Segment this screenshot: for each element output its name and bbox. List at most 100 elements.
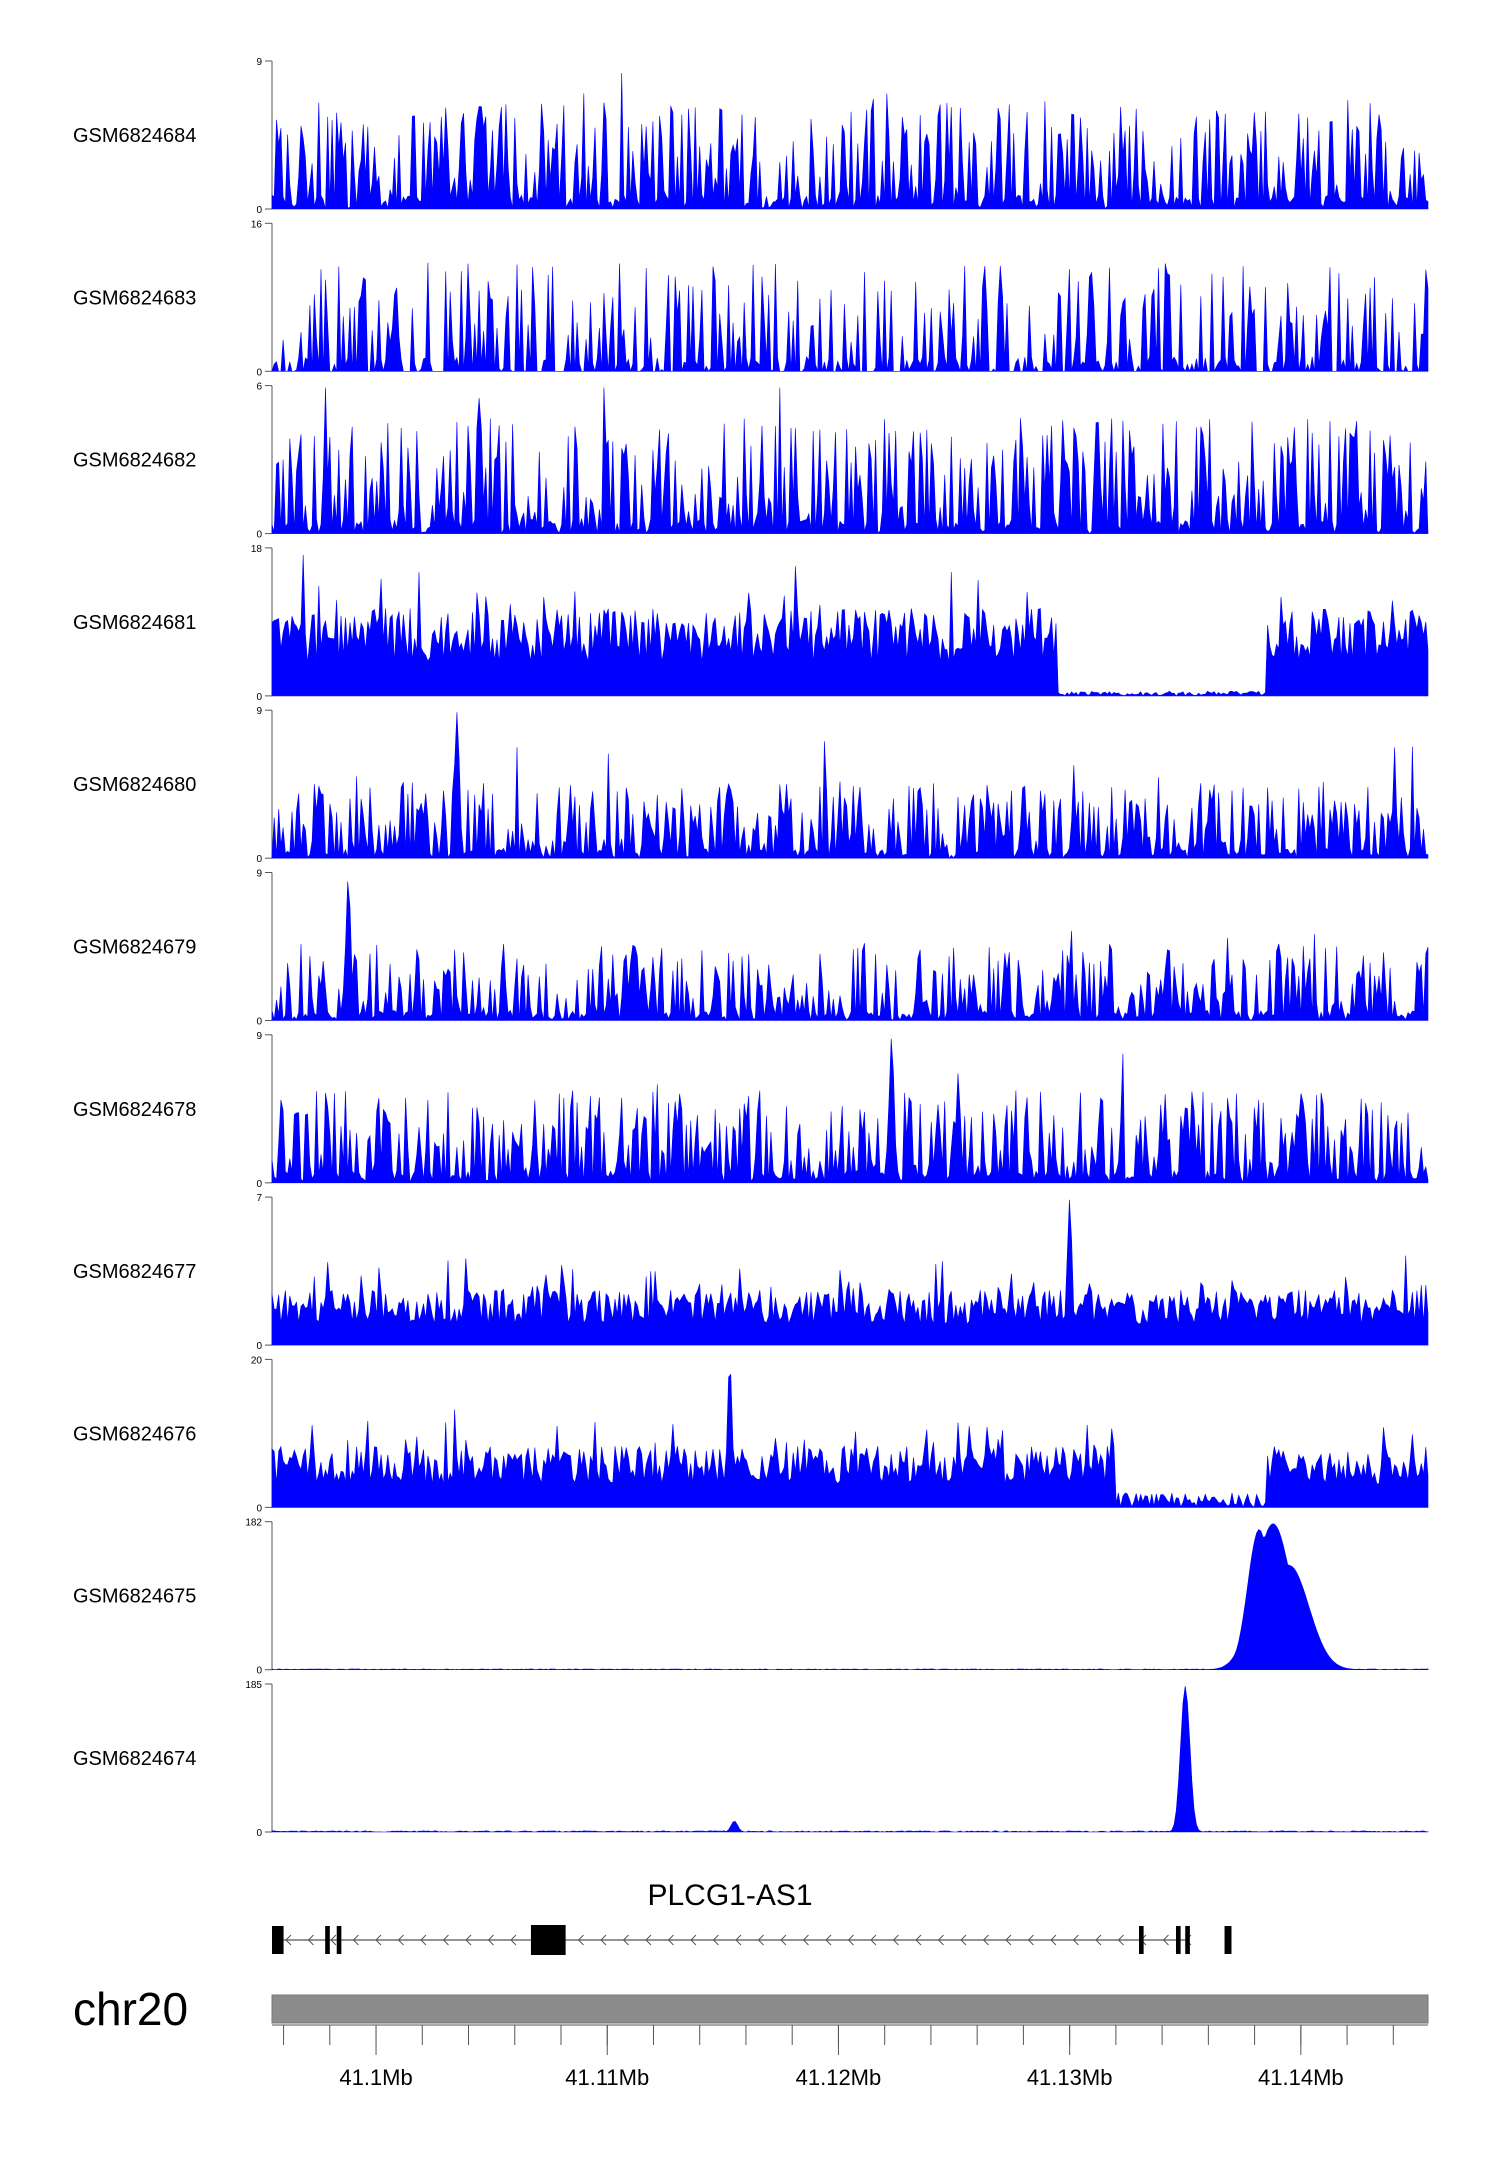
strand-arrow: [735, 1934, 742, 1946]
y-zero-label: 0: [256, 205, 262, 216]
x-tick-label: 41.14Mb: [1258, 2065, 1344, 2090]
y-max-label: 182: [245, 1518, 262, 1529]
track-label: GSM6824683: [73, 287, 196, 309]
coverage-area: [271, 262, 1429, 373]
chromosome-bar: [271, 1994, 1429, 2024]
track-GSM6824681: GSM6824681 18 0: [73, 544, 1429, 703]
track-GSM6824679: GSM6824679 9 0: [73, 869, 1429, 1028]
track-GSM6824683: GSM6824683 16 0: [73, 219, 1429, 378]
strand-arrow: [330, 1934, 337, 1946]
y-zero-label: 0: [256, 1179, 262, 1190]
y-zero-label: 0: [256, 367, 262, 378]
y-zero-label: 0: [256, 854, 262, 865]
strand-arrow: [1162, 1934, 1169, 1946]
track-label: GSM6824682: [73, 450, 196, 472]
strand-arrow: [622, 1934, 629, 1946]
strand-arrow: [1005, 1934, 1012, 1946]
y-zero-label: 0: [256, 1503, 262, 1514]
track-label: GSM6824681: [73, 612, 196, 634]
x-tick-label: 41.13Mb: [1027, 2065, 1113, 2090]
track-label: GSM6824675: [73, 1586, 196, 1608]
exon-block: [1175, 1926, 1181, 1954]
x-axis: 41.1Mb 41.11Mb 41.12Mb 41.13Mb 41.14Mb: [272, 2024, 1428, 2090]
strand-arrow: [870, 1934, 877, 1946]
strand-arrow: [757, 1934, 764, 1946]
y-max-label: 9: [256, 57, 262, 68]
gene-name-label: PLCG1-AS1: [647, 1879, 812, 1912]
strand-arrow: [577, 1934, 584, 1946]
strand-arrow: [1027, 1934, 1034, 1946]
strand-arrow: [1117, 1934, 1124, 1946]
y-max-label: 9: [256, 869, 262, 880]
exon-block: [1139, 1926, 1144, 1954]
track-GSM6824684: GSM6824684 9 0: [73, 57, 1429, 216]
strand-arrow: [285, 1934, 292, 1946]
x-tick-label: 41.11Mb: [565, 2065, 649, 2090]
strand-arrow: [397, 1934, 404, 1946]
strand-arrow: [847, 1934, 854, 1946]
y-max-label: 6: [256, 382, 262, 393]
coverage-area: [271, 881, 1429, 1022]
gene-model: PLCG1-AS1: [272, 1879, 1232, 1955]
chromosome-label: chr20: [73, 1983, 188, 2035]
track-label: GSM6824677: [73, 1261, 196, 1283]
coverage-area: [271, 1685, 1429, 1833]
y-zero-label: 0: [256, 692, 262, 703]
track-label: GSM6824679: [73, 937, 196, 959]
strand-arrow: [1050, 1934, 1057, 1946]
strand-arrow: [1095, 1934, 1102, 1946]
strand-arrow: [780, 1934, 787, 1946]
track-GSM6824677: GSM6824677 7 0: [73, 1193, 1429, 1352]
coverage-area: [271, 1199, 1429, 1346]
y-zero-label: 0: [256, 1017, 262, 1028]
y-max-label: 7: [256, 1193, 262, 1204]
y-zero-label: 0: [256, 1341, 262, 1352]
coverage-area: [271, 387, 1429, 535]
strand-arrow: [802, 1934, 809, 1946]
y-zero-label: 0: [256, 1828, 262, 1839]
strand-arrow: [915, 1934, 922, 1946]
strand-arrow: [825, 1934, 832, 1946]
strand-arrow: [1072, 1934, 1079, 1946]
y-max-label: 20: [251, 1355, 263, 1366]
x-tick-label: 41.12Mb: [796, 2065, 882, 2090]
track-label: GSM6824674: [73, 1748, 196, 1770]
exon-block: [530, 1925, 566, 1955]
track-GSM6824678: GSM6824678 9 0: [73, 1031, 1429, 1190]
strand-arrow: [307, 1934, 314, 1946]
y-max-label: 18: [251, 544, 263, 555]
strand-arrow: [510, 1934, 517, 1946]
strand-arrow: [712, 1934, 719, 1946]
coverage-area: [271, 1373, 1429, 1509]
track-GSM6824674: GSM6824674 185 0: [73, 1680, 1429, 1839]
strand-arrow: [645, 1934, 652, 1946]
strand-arrow: [960, 1934, 967, 1946]
x-tick-label: 41.1Mb: [339, 2065, 412, 2090]
strand-arrow: [442, 1934, 449, 1946]
track-GSM6824675: GSM6824675 182 0: [73, 1518, 1429, 1677]
coverage-area: [271, 72, 1429, 210]
strand-arrow: [937, 1934, 944, 1946]
strand-arrow: [487, 1934, 494, 1946]
coverage-area: [271, 1523, 1429, 1671]
exon-block: [1185, 1926, 1190, 1954]
y-max-label: 185: [245, 1680, 262, 1691]
y-zero-label: 0: [256, 530, 262, 541]
strand-arrow: [600, 1934, 607, 1946]
coverage-area: [271, 712, 1429, 859]
exon-block: [336, 1926, 342, 1954]
strand-arrow: [690, 1934, 697, 1946]
coverage-area: [271, 554, 1429, 697]
strand-arrow: [420, 1934, 427, 1946]
exon-block: [325, 1926, 330, 1954]
y-zero-label: 0: [256, 1666, 262, 1677]
track-label: GSM6824680: [73, 774, 196, 796]
strand-arrow: [375, 1934, 382, 1946]
chromosome-ideogram: chr20: [73, 1983, 1429, 2035]
coverage-area: [271, 1038, 1429, 1184]
track-label: GSM6824684: [73, 125, 196, 147]
y-max-label: 16: [251, 219, 263, 230]
strand-arrow: [667, 1934, 674, 1946]
